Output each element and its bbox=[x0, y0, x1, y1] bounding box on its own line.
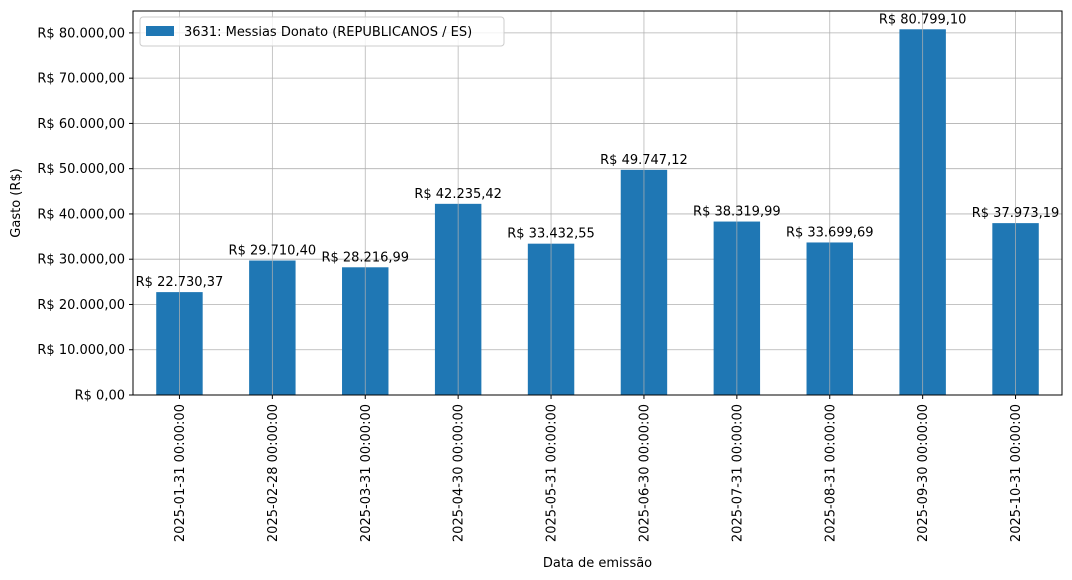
x-tick-label: 2025-07-31 00:00:00 bbox=[730, 404, 745, 542]
x-axis-label: Data de emissão bbox=[543, 556, 652, 571]
bar-value-label: R$ 22.730,37 bbox=[136, 275, 224, 290]
legend: 3631: Messias Donato (REPUBLICANOS / ES) bbox=[139, 16, 505, 47]
bar-value-label: R$ 33.699,69 bbox=[786, 225, 874, 240]
y-tick-label: R$ 30.000,00 bbox=[37, 253, 125, 268]
x-tick-label: 2025-03-31 00:00:00 bbox=[359, 404, 374, 542]
bar-value-label: R$ 37.973,19 bbox=[972, 206, 1060, 221]
y-tick-label: R$ 20.000,00 bbox=[37, 298, 125, 313]
x-tick-label: 2025-10-31 00:00:00 bbox=[1009, 404, 1024, 542]
y-tick-label: R$ 0,00 bbox=[75, 389, 125, 404]
x-tick-label: 2025-09-30 00:00:00 bbox=[916, 404, 931, 542]
legend-box bbox=[139, 16, 505, 47]
x-tick-label: 2025-05-31 00:00:00 bbox=[545, 404, 560, 542]
bar-value-label: R$ 28.216,99 bbox=[321, 250, 409, 265]
y-tick-label: R$ 10.000,00 bbox=[37, 343, 125, 358]
y-axis-label: Gasto (R$) bbox=[9, 168, 24, 237]
y-tick-label: R$ 60.000,00 bbox=[37, 117, 125, 132]
bar-value-label: R$ 80.799,10 bbox=[879, 12, 967, 27]
y-tick-label: R$ 40.000,00 bbox=[37, 207, 125, 222]
y-axis-ticks: R$ 0,00 R$ 10.000,00 R$ 20.000,00 R$ 30.000… bbox=[37, 26, 133, 404]
x-tick-label: 2025-06-30 00:00:00 bbox=[637, 404, 652, 542]
plot-frame bbox=[132, 10, 1063, 396]
y-tick-label: R$ 80.000,00 bbox=[37, 26, 125, 41]
x-axis-ticks: 2025-01-31 00:00:00 2025-02-28 00:00:00 20… bbox=[173, 395, 1024, 542]
y-tick-label: R$ 50.000,00 bbox=[37, 162, 125, 177]
bar-value-label: R$ 38.319,99 bbox=[693, 205, 781, 220]
bars bbox=[156, 29, 1039, 395]
x-tick-label: 2025-08-31 00:00:00 bbox=[823, 404, 838, 542]
bar-value-label: R$ 42.235,42 bbox=[414, 187, 502, 202]
bar-value-label: R$ 29.710,40 bbox=[229, 244, 317, 259]
bar-value-labels: R$ 22.730,37 R$ 29.710,40 R$ 28.216,99 R$ 4… bbox=[136, 12, 1060, 290]
legend-entry-label: 3631: Messias Donato (REPUBLICANOS / ES) bbox=[184, 25, 472, 40]
bar-value-label: R$ 33.432,55 bbox=[507, 227, 595, 242]
y-tick-label: R$ 70.000,00 bbox=[37, 72, 125, 87]
x-tick-label: 2025-04-30 00:00:00 bbox=[452, 404, 467, 542]
legend-swatch bbox=[146, 26, 174, 36]
x-tick-label: 2025-01-31 00:00:00 bbox=[173, 404, 188, 542]
x-tick-label: 2025-02-28 00:00:00 bbox=[266, 404, 281, 542]
grid-lines-over bbox=[179, 11, 1016, 395]
bar-value-label: R$ 49.747,12 bbox=[600, 153, 688, 168]
